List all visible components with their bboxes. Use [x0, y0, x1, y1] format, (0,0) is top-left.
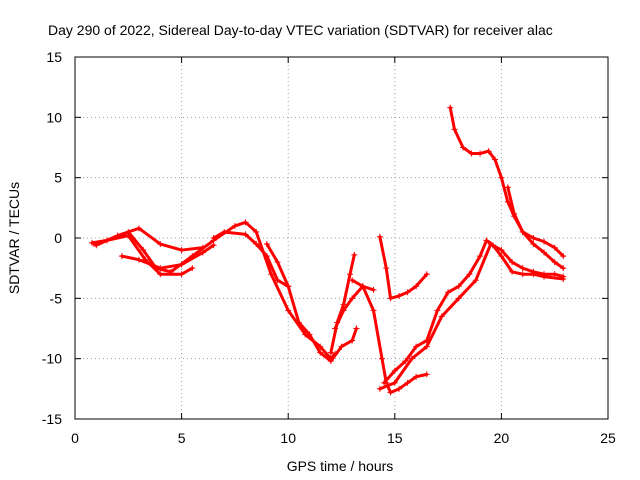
series-line — [265, 242, 358, 363]
series-track-10 — [376, 233, 430, 302]
y-tick-label: -15 — [42, 411, 62, 427]
series-line — [333, 284, 429, 394]
y-axis-label: SDTVAR / TECUs — [6, 182, 22, 294]
series-track-7 — [327, 251, 358, 356]
x-axis-label: GPS time / hours — [287, 458, 394, 474]
x-tick-label: 20 — [494, 430, 510, 446]
series-line — [94, 226, 205, 252]
x-tick-label: 10 — [280, 430, 296, 446]
chart-title: Day 290 of 2022, Sidereal Day-to-day VTE… — [48, 22, 553, 38]
x-tick-label: 0 — [71, 430, 79, 446]
series-track-6 — [263, 241, 360, 365]
y-tick-label: 5 — [54, 170, 62, 186]
x-tick-label: 25 — [600, 430, 616, 446]
y-tick-label: 15 — [46, 49, 62, 65]
y-tick-label: 0 — [54, 230, 62, 246]
series-track-8 — [332, 283, 430, 396]
series-track-13 — [447, 104, 567, 260]
series-line — [378, 235, 429, 300]
axis-ticks: 0 5 10 15 20 25 -15 -10 -5 0 5 10 15 — [42, 49, 616, 446]
series-line — [120, 243, 216, 270]
series-track-3 — [93, 225, 206, 254]
grid — [75, 57, 608, 419]
y-tick-label: -5 — [50, 290, 63, 306]
y-tick-label: -10 — [42, 351, 62, 367]
series-line — [506, 185, 565, 270]
series-track-14 — [504, 184, 567, 272]
x-tick-label: 15 — [387, 430, 403, 446]
series-line — [448, 106, 565, 258]
series-track-12 — [381, 237, 567, 386]
series-track-11 — [376, 241, 567, 392]
series-track-4 — [118, 242, 217, 272]
series-line — [378, 242, 565, 391]
series-line — [329, 253, 356, 355]
y-tick-label: 10 — [46, 109, 62, 125]
series-track-9 — [349, 277, 377, 293]
x-tick-label: 5 — [178, 430, 186, 446]
data-series — [89, 104, 567, 396]
